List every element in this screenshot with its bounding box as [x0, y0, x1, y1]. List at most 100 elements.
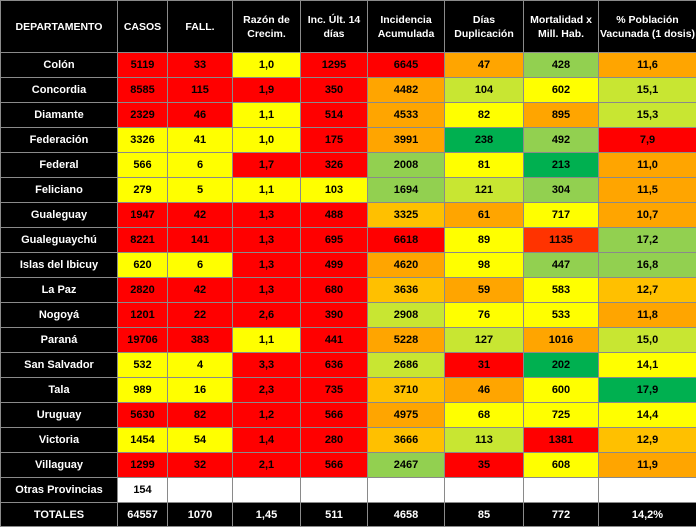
- fallecidos-cell: 6: [167, 252, 233, 278]
- table-row: La Paz 2820 42 1,3 680 3636 59 583 12,7: [0, 277, 696, 303]
- dias-duplicacion-cell: 35: [444, 452, 524, 478]
- header-casos: CASOS: [117, 0, 168, 53]
- poblacion-vacunada-cell: [598, 477, 696, 503]
- table-row: Islas del Ibicuy 620 6 1,3 499 4620 98 447 16,8: [0, 252, 696, 278]
- totals-mortalidad: 772: [523, 502, 599, 527]
- dias-duplicacion-cell: 238: [444, 127, 524, 153]
- mortalidad-cell: 1135: [523, 227, 599, 253]
- mortalidad-cell: 1381: [523, 427, 599, 453]
- razon-crecimiento-cell: 2,3: [232, 377, 301, 403]
- dias-duplicacion-cell: 89: [444, 227, 524, 253]
- table-row: Gualeguay 1947 42 1,3 488 3325 61 717 10,7: [0, 202, 696, 228]
- incidencia-14-dias-cell: 488: [300, 202, 368, 228]
- razon-crecimiento-cell: 2,6: [232, 302, 301, 328]
- fallecidos-cell: 42: [167, 277, 233, 303]
- incidencia-14-dias-cell: 735: [300, 377, 368, 403]
- incidencia-14-dias-cell: 514: [300, 102, 368, 128]
- table-row: Uruguay 5630 82 1,2 566 4975 68 725 14,4: [0, 402, 696, 428]
- incidencia-14-dias-cell: 636: [300, 352, 368, 378]
- dias-duplicacion-cell: 68: [444, 402, 524, 428]
- mortalidad-cell: 602: [523, 77, 599, 103]
- incidencia-14-dias-cell: 566: [300, 452, 368, 478]
- table-row: Villaguay 1299 32 2,1 566 2467 35 608 11,9: [0, 452, 696, 478]
- incidencia-acumulada-cell: [367, 477, 445, 503]
- department-name: Islas del Ibicuy: [0, 252, 118, 278]
- incidencia-14-dias-cell: 280: [300, 427, 368, 453]
- dias-duplicacion-cell: 98: [444, 252, 524, 278]
- razon-crecimiento-cell: 1,2: [232, 402, 301, 428]
- incidencia-14-dias-cell: 175: [300, 127, 368, 153]
- incidencia-14-dias-cell: 441: [300, 327, 368, 353]
- department-name: Victoria: [0, 427, 118, 453]
- mortalidad-cell: 583: [523, 277, 599, 303]
- poblacion-vacunada-cell: 7,9: [598, 127, 696, 153]
- poblacion-vacunada-cell: 14,4: [598, 402, 696, 428]
- incidencia-acumulada-cell: 3666: [367, 427, 445, 453]
- incidencia-14-dias-cell: 499: [300, 252, 368, 278]
- table-row: Paraná 19706 383 1,1 441 5228 127 1016 15,0: [0, 327, 696, 353]
- department-name: Federal: [0, 152, 118, 178]
- razon-crecimiento-cell: 1,0: [232, 127, 301, 153]
- totals-fallecidos: 1070: [167, 502, 233, 527]
- poblacion-vacunada-cell: 15,3: [598, 102, 696, 128]
- department-name: Otras Provincias: [0, 477, 118, 503]
- totals-poblacion-vacunada: 14,2%: [598, 502, 696, 527]
- incidencia-acumulada-cell: 2467: [367, 452, 445, 478]
- department-name: Feliciano: [0, 177, 118, 203]
- poblacion-vacunada-cell: 11,9: [598, 452, 696, 478]
- dias-duplicacion-cell: 127: [444, 327, 524, 353]
- razon-crecimiento-cell: 3,3: [232, 352, 301, 378]
- casos-cell: 3326: [117, 127, 168, 153]
- incidencia-acumulada-cell: 3636: [367, 277, 445, 303]
- razon-crecimiento-cell: 1,4: [232, 427, 301, 453]
- casos-cell: 532: [117, 352, 168, 378]
- casos-cell: 1201: [117, 302, 168, 328]
- razon-crecimiento-cell: 1,3: [232, 202, 301, 228]
- table-row: Colón 5119 33 1,0 1295 6645 47 428 11,6: [0, 52, 696, 78]
- poblacion-vacunada-cell: 15,0: [598, 327, 696, 353]
- mortalidad-cell: [523, 477, 599, 503]
- poblacion-vacunada-cell: 11,5: [598, 177, 696, 203]
- fallecidos-cell: 16: [167, 377, 233, 403]
- incidencia-acumulada-cell: 5228: [367, 327, 445, 353]
- totals-dias-duplicacion: 85: [444, 502, 524, 527]
- casos-cell: 5119: [117, 52, 168, 78]
- razon-crecimiento-cell: 2,1: [232, 452, 301, 478]
- poblacion-vacunada-cell: 11,0: [598, 152, 696, 178]
- dias-duplicacion-cell: 76: [444, 302, 524, 328]
- incidencia-acumulada-cell: 3710: [367, 377, 445, 403]
- mortalidad-cell: 304: [523, 177, 599, 203]
- dias-duplicacion-cell: 46: [444, 377, 524, 403]
- casos-cell: 8585: [117, 77, 168, 103]
- table-row: Gualeguaychú 8221 141 1,3 695 6618 89 1135 17,2: [0, 227, 696, 253]
- header-poblacion-vacunada: % Población Vacunada (1 dosis): [598, 0, 696, 53]
- incidencia-14-dias-cell: 103: [300, 177, 368, 203]
- incidencia-acumulada-cell: 6618: [367, 227, 445, 253]
- fallecidos-cell: 32: [167, 452, 233, 478]
- incidencia-14-dias-cell: 390: [300, 302, 368, 328]
- department-name: Tala: [0, 377, 118, 403]
- poblacion-vacunada-cell: 10,7: [598, 202, 696, 228]
- incidencia-acumulada-cell: 3325: [367, 202, 445, 228]
- department-name: Concordia: [0, 77, 118, 103]
- fallecidos-cell: 46: [167, 102, 233, 128]
- razon-crecimiento-cell: 1,3: [232, 227, 301, 253]
- fallecidos-cell: 82: [167, 402, 233, 428]
- header-razon-crecimiento: Razón de Crecim.: [232, 0, 301, 53]
- incidencia-14-dias-cell: 326: [300, 152, 368, 178]
- incidencia-14-dias-cell: [300, 477, 368, 503]
- header-row: DEPARTAMENTO CASOS FALL. Razón de Crecim…: [0, 0, 696, 53]
- table-row: Otras Provincias 154: [0, 477, 696, 503]
- incidencia-14-dias-cell: 566: [300, 402, 368, 428]
- casos-cell: 620: [117, 252, 168, 278]
- fallecidos-cell: 115: [167, 77, 233, 103]
- table-body: Colón 5119 33 1,0 1295 6645 47 428 11,6 Concordia…: [0, 52, 696, 503]
- dias-duplicacion-cell: 47: [444, 52, 524, 78]
- casos-cell: 1454: [117, 427, 168, 453]
- table-row: San Salvador 532 4 3,3 636 2686 31 202 14,1: [0, 352, 696, 378]
- razon-crecimiento-cell: 1,1: [232, 102, 301, 128]
- incidencia-acumulada-cell: 2008: [367, 152, 445, 178]
- razon-crecimiento-cell: 1,3: [232, 252, 301, 278]
- totals-row: TOTALES 64557 1070 1,45 511 4658 85 772 …: [0, 502, 696, 527]
- department-name: Gualeguay: [0, 202, 118, 228]
